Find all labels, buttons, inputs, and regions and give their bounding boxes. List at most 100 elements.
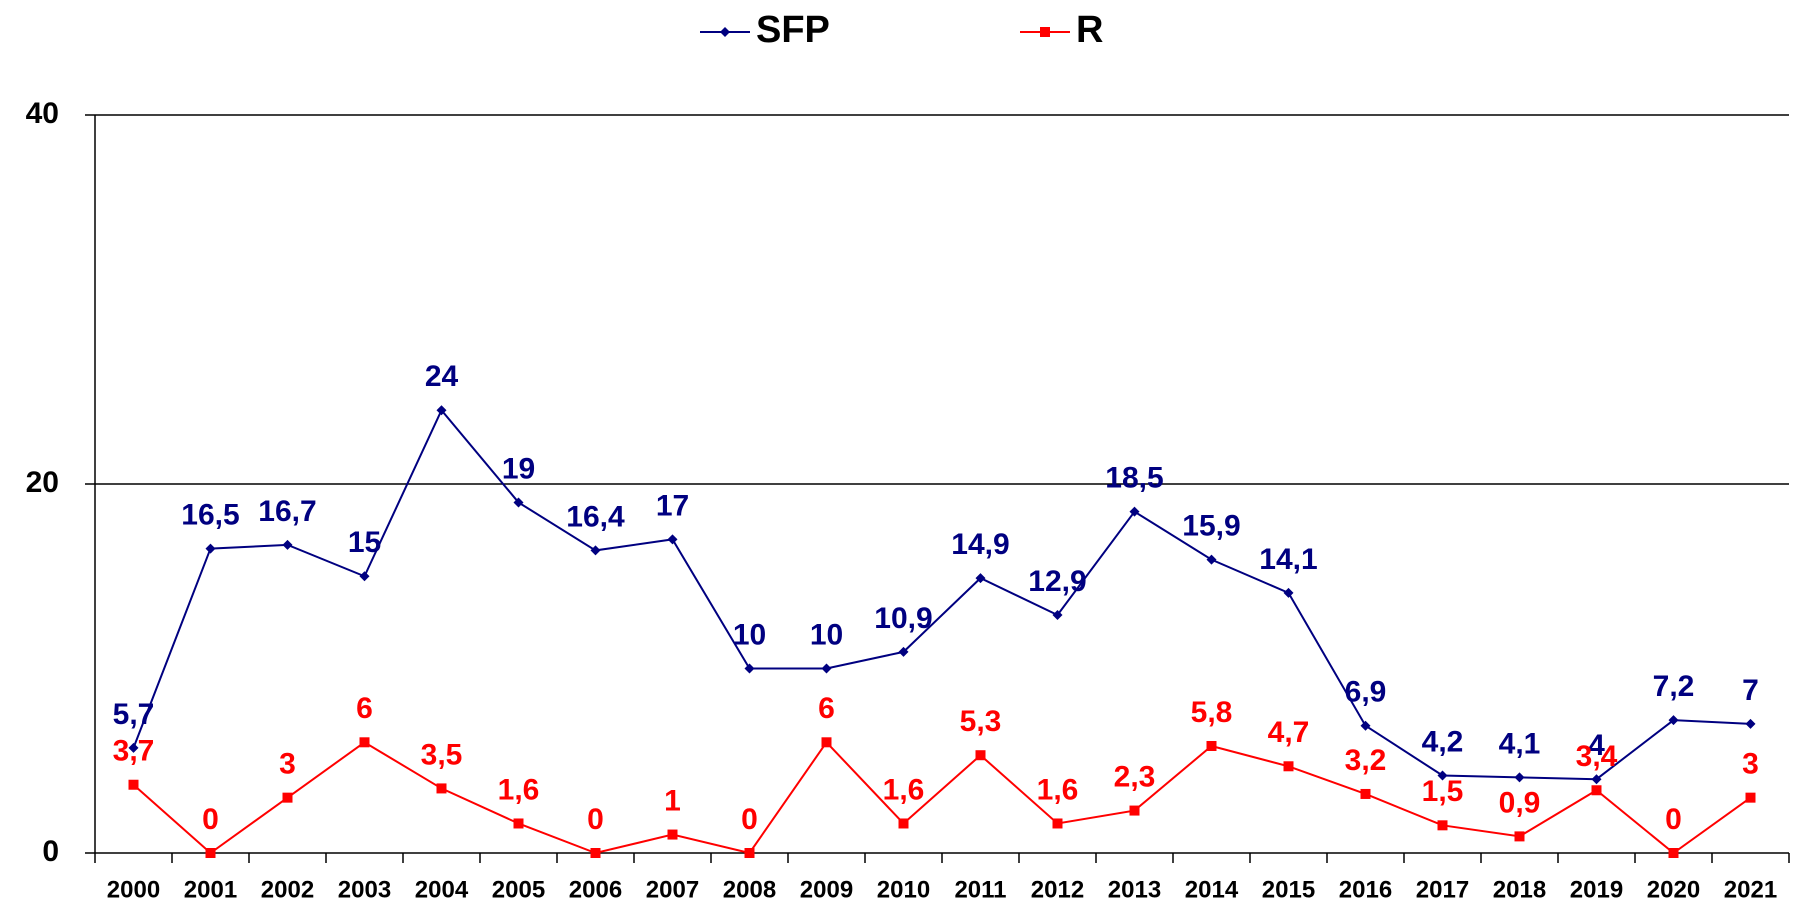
data-point: [1745, 718, 1756, 729]
data-label: 0: [741, 803, 758, 836]
data-point: [128, 742, 139, 753]
data-label: 24: [425, 360, 459, 393]
data-point: [1206, 554, 1217, 565]
data-label: 4: [1588, 729, 1605, 762]
data-label: 15,9: [1182, 510, 1240, 543]
data-label: 1,5: [1422, 775, 1464, 808]
data-label: 3,2: [1345, 744, 1387, 777]
data-label: 0,9: [1499, 786, 1541, 819]
x-tick-label: 2010: [877, 876, 930, 903]
data-point: [1514, 831, 1525, 842]
x-tick-label: 2011: [954, 876, 1006, 903]
data-point: [1206, 740, 1217, 751]
data-point: [282, 792, 293, 803]
data-point: [1052, 609, 1063, 620]
data-point: [436, 783, 447, 794]
data-point: [821, 737, 832, 748]
data-label: 0: [1665, 803, 1682, 836]
data-point: [1129, 805, 1140, 816]
data-label: 5,3: [960, 705, 1002, 738]
data-label: 6: [818, 692, 835, 725]
data-label: 5,7: [113, 698, 155, 731]
data-label: 7: [1742, 674, 1759, 707]
data-point: [1668, 715, 1679, 726]
x-tick-label: 2005: [492, 876, 545, 903]
data-point: [667, 534, 678, 545]
x-tick-label: 2021: [1724, 876, 1777, 903]
data-label: 1,6: [1037, 773, 1079, 806]
x-tick-label: 2016: [1339, 876, 1392, 903]
x-tick-label: 2004: [415, 876, 469, 903]
data-point: [1514, 772, 1525, 783]
x-tick-label: 2002: [261, 876, 314, 903]
data-point: [205, 848, 216, 858]
data-label: 3: [1742, 748, 1759, 781]
data-point: [205, 543, 216, 554]
data-label: 1,6: [883, 773, 925, 806]
data-point: [436, 405, 447, 416]
data-point: [1283, 761, 1294, 772]
data-label: 10: [733, 618, 766, 651]
series-line: [132, 408, 1751, 781]
legend-marker: [720, 27, 730, 37]
data-label: 14,9: [951, 528, 1009, 561]
data-label: 3,7: [113, 735, 155, 768]
data-label: 16,7: [258, 495, 316, 528]
data-point: [1591, 785, 1602, 796]
y-tick-label: 20: [26, 466, 59, 499]
data-point: [590, 545, 601, 556]
data-label: 10: [810, 618, 843, 651]
data-point: [975, 750, 986, 761]
data-point: [1591, 774, 1602, 785]
data-point: [128, 779, 139, 790]
data-point: [667, 829, 678, 840]
series-line: [132, 740, 1752, 855]
data-label: 7,2: [1653, 670, 1695, 703]
data-point: [282, 539, 293, 550]
data-point: [513, 818, 524, 829]
data-point: [744, 663, 755, 674]
x-tick-label: 2017: [1416, 876, 1469, 903]
x-tick-label: 2008: [723, 876, 776, 903]
legend-marker: [1040, 27, 1050, 37]
data-label: 3,5: [421, 738, 463, 771]
data-label: 19: [502, 452, 535, 485]
data-point: [1052, 818, 1063, 829]
data-point: [821, 663, 832, 674]
data-point: [975, 573, 986, 584]
data-label: 1,6: [498, 773, 540, 806]
data-point: [898, 646, 909, 657]
y-tick-label: 0: [42, 835, 59, 868]
data-label: 14,1: [1259, 543, 1317, 576]
data-label: 12,9: [1028, 565, 1086, 598]
data-label: 16,5: [181, 498, 239, 531]
x-tick-label: 2014: [1185, 876, 1239, 903]
data-point: [513, 497, 524, 508]
data-point: [1283, 587, 1294, 598]
data-point: [1360, 788, 1371, 799]
x-tick-label: 2020: [1647, 876, 1700, 903]
x-tick-label: 2009: [800, 876, 853, 903]
x-tick-label: 2013: [1108, 876, 1161, 903]
data-point: [1437, 820, 1448, 831]
data-label: 3,4: [1576, 740, 1618, 773]
x-tick-label: 2012: [1031, 876, 1084, 903]
data-label: 16,4: [566, 500, 625, 533]
data-label: 6: [356, 692, 373, 725]
data-point: [1360, 720, 1371, 731]
data-label: 4,2: [1422, 725, 1464, 758]
data-label: 17: [656, 489, 689, 522]
data-label: 15: [348, 526, 381, 559]
legend-label: R: [1076, 9, 1103, 51]
data-label: 1: [664, 784, 681, 817]
x-tick-label: 2019: [1570, 876, 1623, 903]
data-point: [1668, 848, 1679, 858]
data-label: 0: [202, 803, 219, 836]
data-point: [359, 571, 370, 582]
x-tick-label: 2007: [646, 876, 699, 903]
x-tick-label: 2015: [1262, 876, 1315, 903]
data-label: 18,5: [1105, 462, 1163, 495]
data-label: 6,9: [1345, 676, 1387, 709]
x-tick-label: 2006: [569, 876, 622, 903]
